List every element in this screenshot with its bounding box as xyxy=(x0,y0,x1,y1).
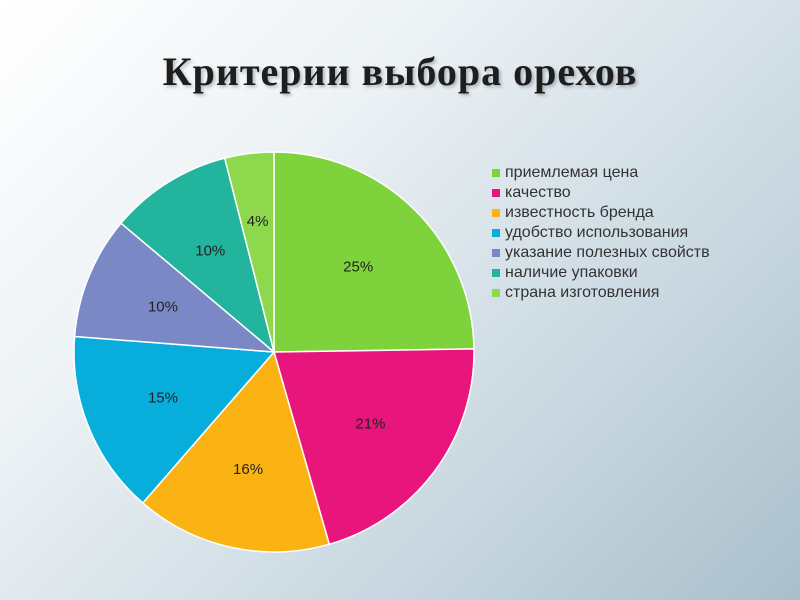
legend-label: указание полезных свойств xyxy=(505,244,710,261)
slice-value-label: 4% xyxy=(247,213,269,230)
legend-swatch xyxy=(492,249,500,257)
legend-swatch xyxy=(492,169,500,177)
legend-label: приемлемая цена xyxy=(505,164,639,181)
legend-swatch xyxy=(492,229,500,237)
legend-item: качество xyxy=(492,184,792,202)
legend-swatch xyxy=(492,269,500,277)
slice-value-label: 10% xyxy=(148,299,178,316)
slice-value-label: 25% xyxy=(343,258,373,275)
chart-legend: приемлемая цена качество известность бренд… xyxy=(492,164,792,304)
slice-value-label: 10% xyxy=(195,242,225,259)
pie-slice-5 xyxy=(73,222,277,353)
legend-swatch xyxy=(492,289,500,297)
slice-value-label: 16% xyxy=(233,461,263,478)
legend-label: известность бренда xyxy=(505,204,654,221)
legend-swatch xyxy=(492,209,500,217)
pie-slice-6 xyxy=(119,157,276,355)
slide-title: Критерии выбора орехов xyxy=(162,49,638,94)
legend-item: приемлемая цена xyxy=(492,164,792,182)
pie-slice-7 xyxy=(223,151,275,353)
legend-label: страна изготовления xyxy=(505,284,660,301)
legend-swatch xyxy=(492,189,500,197)
pie-slice-4 xyxy=(73,335,276,505)
slice-value-label: 15% xyxy=(148,389,178,406)
legend-item: наличие упаковки xyxy=(492,264,792,282)
legend-item: удобство использования xyxy=(492,224,792,242)
legend-item: указание полезных свойств xyxy=(492,244,792,262)
pie-slice-1 xyxy=(273,151,475,353)
slice-value-label: 21% xyxy=(355,415,385,432)
pie-slice-2 xyxy=(273,348,475,546)
legend-item: известность бренда xyxy=(492,204,792,222)
legend-label: наличие упаковки xyxy=(505,264,638,281)
legend-item: страна изготовления xyxy=(492,284,792,302)
legend-label: удобство использования xyxy=(505,224,689,241)
legend-label: качество xyxy=(505,184,571,201)
pie-slice-3 xyxy=(141,350,331,553)
